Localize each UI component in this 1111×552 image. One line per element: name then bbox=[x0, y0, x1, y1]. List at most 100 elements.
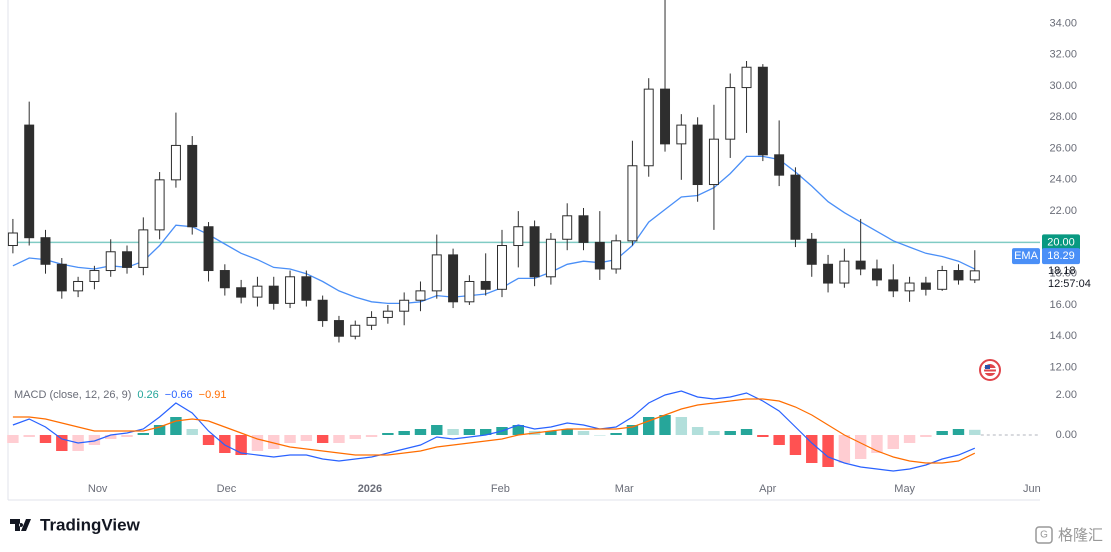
candle-body bbox=[105, 251, 116, 272]
candle-body bbox=[676, 124, 687, 145]
candle-body bbox=[741, 66, 752, 89]
candle-body bbox=[513, 226, 524, 247]
histogram-bar bbox=[56, 435, 68, 451]
x-tick-label: 2026 bbox=[358, 483, 382, 495]
histogram-bar bbox=[594, 435, 606, 436]
histogram-bar bbox=[675, 417, 688, 435]
y-tick-label: 12.00 bbox=[1049, 361, 1077, 373]
histogram-bar bbox=[186, 429, 198, 435]
candle-body bbox=[480, 280, 491, 290]
watermark: G 格隆汇 bbox=[1035, 526, 1103, 544]
y-tick-label: 14.00 bbox=[1049, 330, 1077, 342]
x-tick-label: Jun bbox=[1023, 483, 1041, 495]
candle-body bbox=[448, 254, 459, 303]
candle-body bbox=[219, 270, 230, 289]
svg-text:G: G bbox=[1040, 530, 1048, 541]
candle-body bbox=[806, 238, 817, 265]
candle-body bbox=[725, 87, 736, 140]
histogram-bar bbox=[398, 431, 410, 435]
histogram-bar bbox=[316, 435, 329, 443]
candle-body bbox=[823, 263, 834, 284]
histogram-bar bbox=[382, 433, 394, 435]
candle-body bbox=[888, 279, 899, 292]
y-tick-label: 0.00 bbox=[1056, 429, 1077, 441]
histogram-bar bbox=[773, 435, 785, 445]
histogram-bar bbox=[806, 435, 818, 463]
candle-body bbox=[138, 229, 149, 268]
level-badge bbox=[1042, 234, 1080, 251]
watermark-text: 格隆汇 bbox=[1058, 527, 1103, 544]
histogram-bar bbox=[545, 431, 557, 435]
candle-body bbox=[170, 144, 181, 181]
candle-body bbox=[937, 270, 948, 290]
candle-body bbox=[203, 226, 214, 272]
ema-line bbox=[12, 155, 976, 305]
y-tick-label: 30.00 bbox=[1049, 80, 1077, 92]
histogram-bar bbox=[871, 435, 883, 453]
candle-body bbox=[154, 179, 165, 231]
histogram-bar bbox=[952, 429, 965, 435]
candle-body bbox=[529, 226, 540, 278]
candle-body bbox=[268, 285, 279, 304]
histogram-bar bbox=[512, 425, 524, 435]
candle-body bbox=[122, 251, 132, 268]
candle-body bbox=[969, 270, 980, 281]
candle-body bbox=[578, 215, 589, 243]
logo: TradingView bbox=[10, 515, 141, 534]
candle-body bbox=[692, 124, 703, 186]
candle-body bbox=[545, 238, 556, 278]
candle-body bbox=[73, 280, 84, 292]
y-tick-label: 26.00 bbox=[1049, 142, 1077, 154]
candle-body bbox=[611, 240, 622, 270]
candle-body bbox=[904, 282, 915, 292]
histogram-bar bbox=[251, 435, 264, 451]
histogram-bar bbox=[202, 435, 215, 445]
x-tick-label: Feb bbox=[491, 483, 510, 495]
ema-tag bbox=[1012, 248, 1040, 265]
y-tick-label: 34.00 bbox=[1049, 17, 1077, 29]
histogram-bar bbox=[23, 435, 35, 437]
x-tick-label: Mar bbox=[615, 483, 634, 495]
candle-body bbox=[464, 280, 475, 303]
ema-tag-text: EMA bbox=[1014, 250, 1039, 262]
y-tick-label: 22.00 bbox=[1049, 205, 1077, 217]
histogram-bar bbox=[920, 435, 932, 437]
histogram-bar bbox=[643, 417, 655, 435]
histogram-bar bbox=[153, 425, 166, 435]
candle-body bbox=[708, 138, 719, 186]
candle-body bbox=[24, 124, 35, 239]
candle-body bbox=[839, 260, 850, 284]
y-tick-label: 18.00 bbox=[1049, 268, 1077, 280]
macd-line bbox=[12, 390, 976, 472]
candle-body bbox=[920, 282, 931, 290]
histogram-bar bbox=[88, 435, 101, 445]
candle-body bbox=[317, 299, 328, 322]
y-tick-label: 28.00 bbox=[1049, 111, 1077, 123]
candle-body bbox=[627, 165, 638, 242]
ema-badge bbox=[1042, 248, 1080, 265]
histogram-bar bbox=[137, 433, 150, 435]
histogram-bar bbox=[39, 435, 52, 443]
candle-body bbox=[236, 287, 247, 298]
histogram-bar bbox=[854, 435, 867, 459]
histogram-bar bbox=[903, 435, 916, 443]
indicator-value: 0.26 bbox=[137, 389, 158, 401]
level-badge-text: 20.00 bbox=[1047, 236, 1075, 248]
indicator-title: MACD (close, 12, 26, 9) bbox=[14, 389, 131, 401]
candle-body bbox=[855, 260, 866, 270]
candle-body bbox=[350, 324, 361, 337]
histogram-bar bbox=[121, 435, 133, 437]
histogram-bar bbox=[300, 435, 313, 441]
x-tick-label: Dec bbox=[217, 483, 237, 495]
histogram-bar bbox=[235, 435, 247, 455]
histogram-bar bbox=[365, 435, 378, 437]
indicator-value: −0.66 bbox=[165, 389, 193, 401]
candle-body bbox=[871, 268, 882, 281]
candle-body bbox=[594, 241, 605, 270]
histogram-bar bbox=[463, 429, 476, 435]
histogram-bar bbox=[936, 431, 948, 435]
histogram-bar bbox=[170, 417, 182, 435]
ema-badge-text: 18.29 bbox=[1047, 250, 1075, 262]
candle-body bbox=[774, 154, 785, 176]
